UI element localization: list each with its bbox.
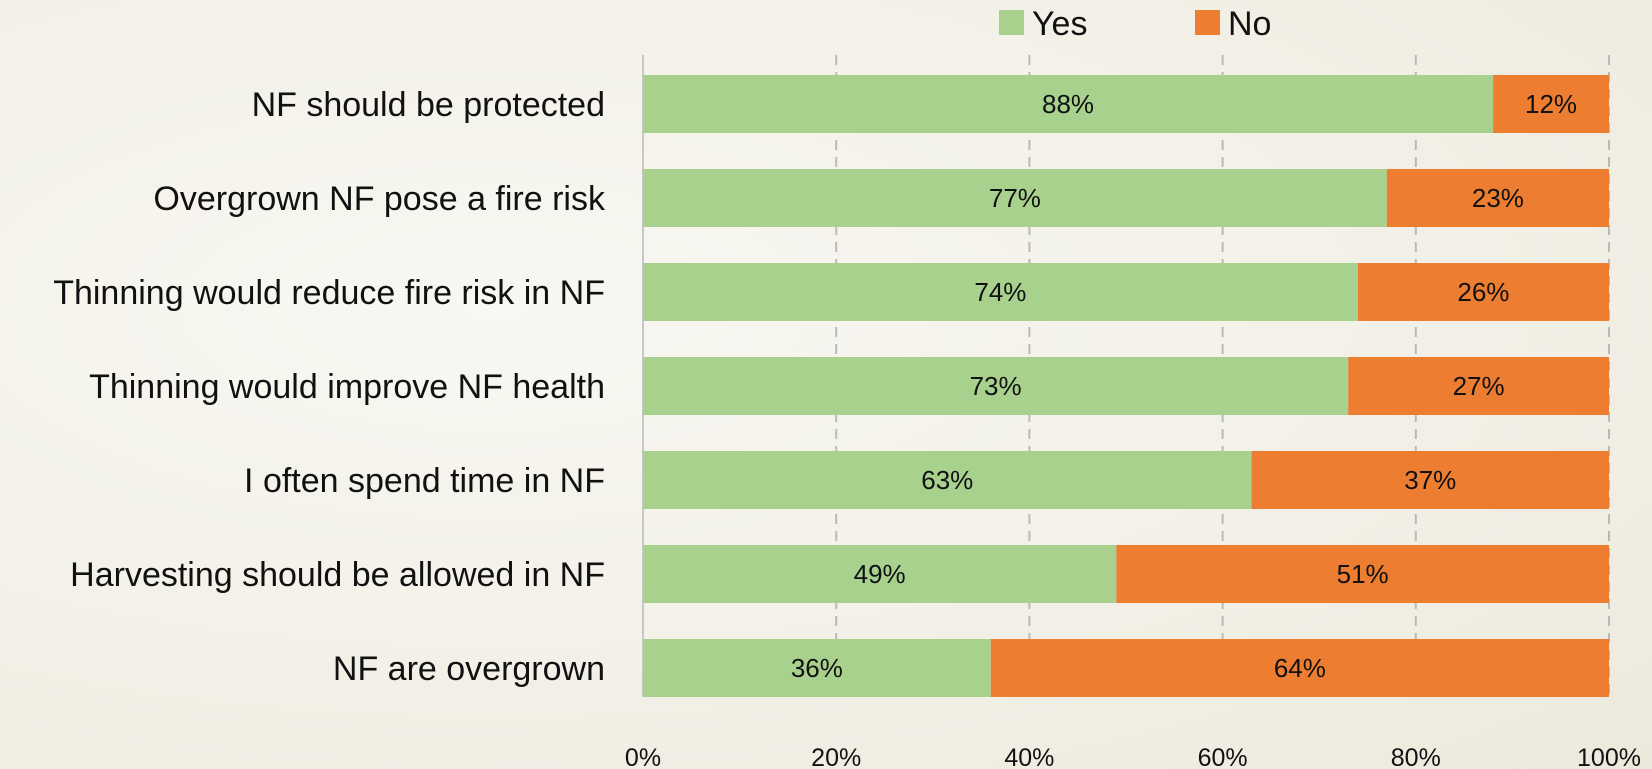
data-label: 23% (1472, 183, 1524, 213)
bar-yes-segment (643, 169, 1387, 227)
data-label: 37% (1404, 465, 1456, 495)
data-label: 88% (1042, 89, 1094, 119)
x-tick-label: 80% (1391, 744, 1441, 769)
data-label: 77% (989, 183, 1041, 213)
labels: 0% 20% 40% 60% 80% 100% NF should be protected… (53, 86, 1641, 769)
bar-yes-segment (643, 75, 1494, 133)
bar-no-segment (1251, 451, 1609, 509)
data-label: 73% (970, 371, 1022, 401)
bar-yes-segment (643, 263, 1358, 321)
data-label: 26% (1457, 277, 1509, 307)
data-label: 49% (854, 559, 906, 589)
legend-label-no: No (1228, 5, 1271, 43)
legend-label-yes: Yes (1032, 5, 1087, 43)
data-label: 64% (1274, 653, 1326, 683)
x-tick-label: 0% (625, 744, 661, 769)
bar-no-segment (1493, 75, 1609, 133)
category-label: I often spend time in NF (244, 462, 605, 500)
data-label: 27% (1453, 371, 1505, 401)
data-label: 12% (1525, 89, 1577, 119)
category-label: Thinning would improve NF health (89, 368, 605, 406)
bar-no-segment (1116, 545, 1609, 603)
bar-no-segment (990, 639, 1609, 697)
x-tick-label: 20% (811, 744, 861, 769)
data-label: 51% (1337, 559, 1389, 589)
bar-yes-segment (643, 357, 1349, 415)
bar-no-segment (1348, 357, 1609, 415)
category-label: NF should be protected (252, 86, 605, 124)
bar-yes-segment (643, 545, 1117, 603)
x-tick-label: 60% (1198, 744, 1248, 769)
data-label: 36% (791, 653, 843, 683)
bar-no-segment (1386, 169, 1609, 227)
bar-no-segment (1357, 263, 1609, 321)
x-tick-label: 100% (1577, 744, 1641, 769)
data-label: 63% (921, 465, 973, 495)
category-label: Harvesting should be allowed in NF (70, 556, 605, 594)
legend-swatch-yes (999, 10, 1024, 35)
category-label: Thinning would reduce fire risk in NF (53, 274, 605, 312)
x-tick-label: 40% (1004, 744, 1054, 769)
data-label: 74% (974, 277, 1026, 307)
bar-yes-segment (643, 451, 1252, 509)
bars (643, 75, 1609, 697)
legend-swatch-no (1195, 10, 1220, 35)
bar-yes-segment (643, 639, 991, 697)
legend: Yes No (999, 5, 1271, 43)
category-label: Overgrown NF pose a fire risk (153, 180, 606, 218)
category-label: NF are overgrown (333, 650, 605, 688)
